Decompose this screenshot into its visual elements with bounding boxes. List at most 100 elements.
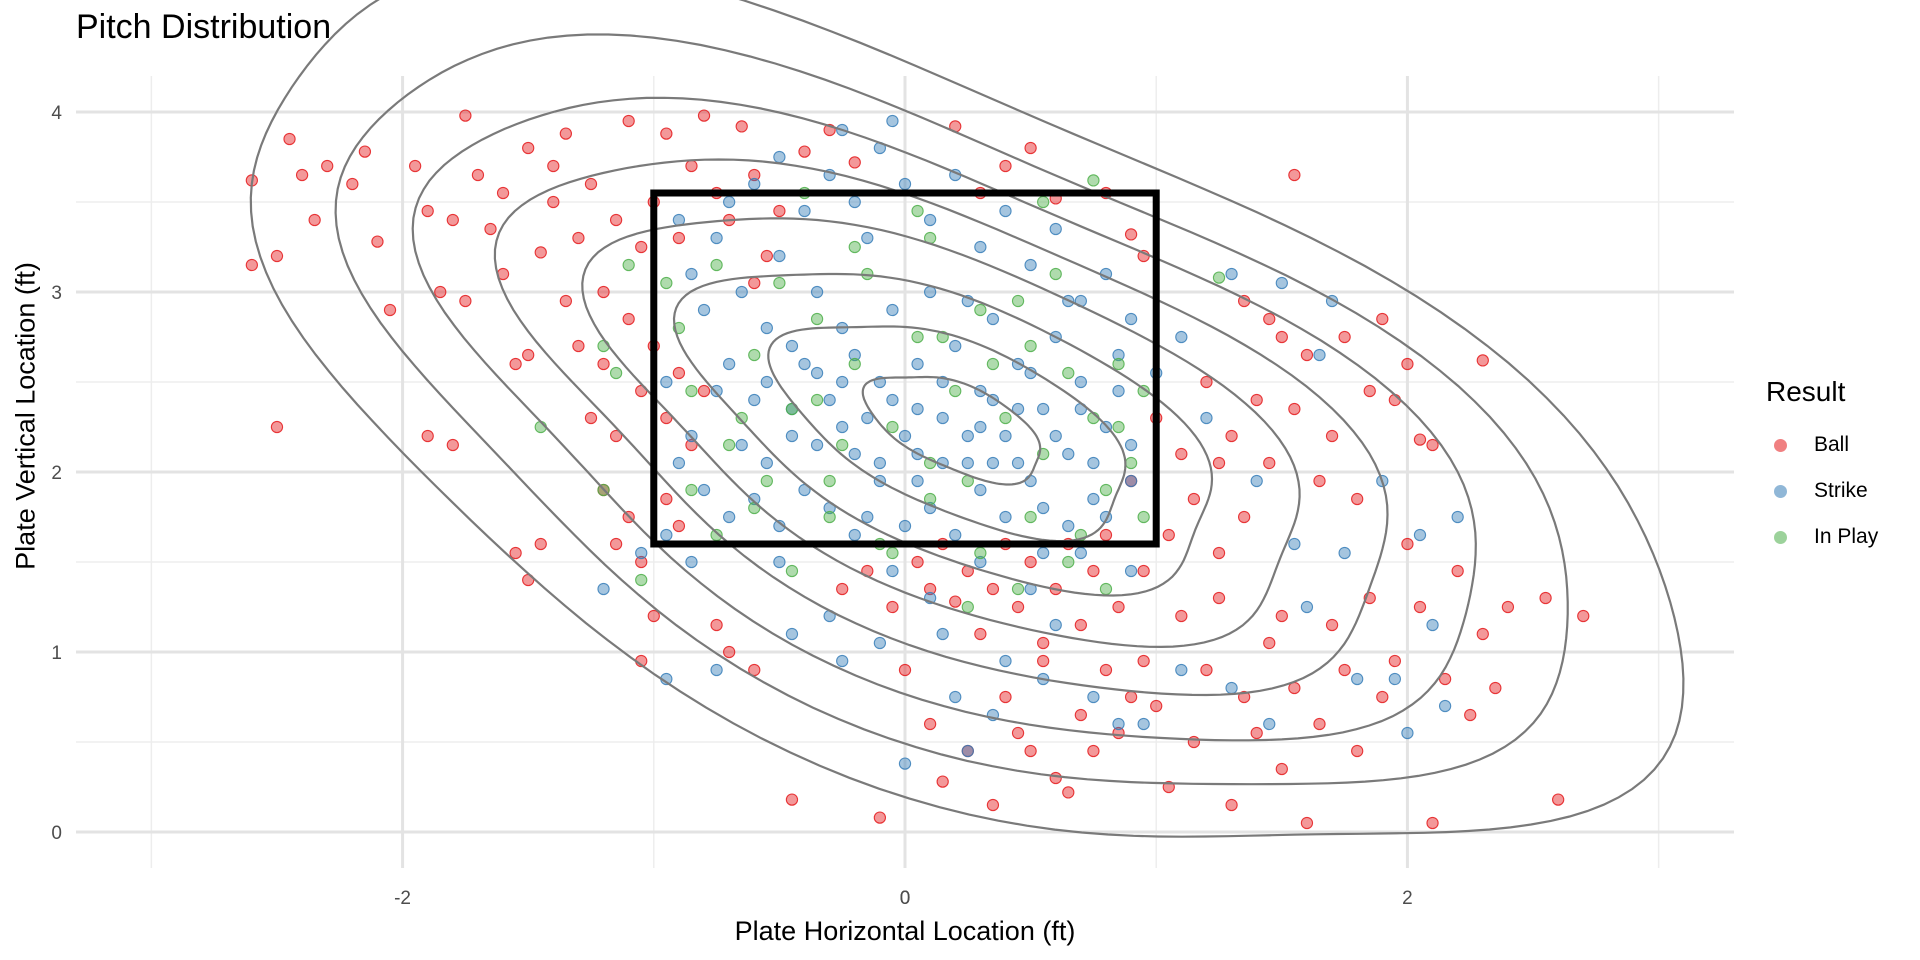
point-ball [1539,591,1552,605]
y-tick-label: 4 [51,103,62,124]
point-ball [446,213,459,227]
point-strike [1250,474,1263,488]
point-strike [923,285,937,299]
strike-zone-layer [650,189,1160,548]
point-strike [735,285,748,299]
point-ball [270,249,284,263]
point-strike [861,510,874,524]
point-in-play [999,411,1012,425]
point-ball [421,429,434,443]
point-strike [961,429,974,443]
point-in-play [810,393,824,407]
point-ball [622,312,635,326]
point-strike [1124,474,1138,488]
point-ball [1501,600,1515,614]
point-strike [1338,546,1351,560]
point-strike [974,420,987,434]
point-ball [647,609,660,623]
point-ball [1250,726,1263,740]
point-ball [270,420,284,434]
point-in-play [1037,195,1050,209]
point-ball [886,600,899,614]
point-in-play [785,564,799,578]
point-ball [1577,609,1590,623]
density-contour [411,96,1477,742]
point-strike [1175,663,1188,677]
point-ball [1200,663,1213,677]
point-strike [1049,222,1062,236]
point-ball [923,582,937,596]
point-ball [321,159,334,173]
point-in-play [1137,510,1150,524]
density-contour [334,33,1569,786]
point-in-play [1011,582,1025,596]
point-strike [1413,528,1427,542]
point-ball [723,645,736,659]
point-in-play [635,573,648,587]
point-ball [1225,429,1238,443]
point-ball [1011,600,1025,614]
point-strike [810,366,824,380]
point-strike [723,195,736,209]
point-strike [898,429,912,443]
legend-key-ball [1766,431,1794,459]
point-ball [672,519,686,533]
point-ball [1024,744,1037,758]
point-in-play [1112,357,1125,371]
point-strike [1087,690,1100,704]
point-strike [1112,717,1125,731]
point-ball [547,159,560,173]
legend-item-ball: Ball [1766,422,1878,468]
point-strike [723,357,736,371]
point-ball [685,159,698,173]
point-in-play [836,438,849,452]
point-ball [1124,690,1138,704]
point-strike [999,510,1012,524]
point-ball [1074,708,1087,722]
point-strike [936,411,949,425]
point-ball [697,109,711,122]
density-contour [767,325,1127,543]
point-ball [1187,492,1201,506]
point-strike [1388,672,1402,686]
point-ball [1124,228,1138,241]
point-strike [1288,537,1301,551]
point-strike [999,654,1012,668]
point-ball [748,168,761,182]
point-in-play [1124,456,1138,470]
point-ball [496,186,510,200]
point-strike [773,555,786,569]
point-ball [660,127,673,140]
point-in-play [823,474,836,488]
point-strike [974,555,987,569]
point-strike [1024,474,1037,488]
point-ball [1049,771,1062,785]
point-in-play [823,510,836,524]
point-strike [785,429,799,443]
point-ball [421,204,434,218]
density-contour [861,375,1042,486]
point-strike [949,690,962,704]
point-in-play [1137,384,1150,398]
legend-label-strike: Strike [1814,479,1868,502]
point-in-play [1011,294,1025,308]
point-ball [572,231,585,245]
point-ball [522,348,535,362]
legend-item-strike: Strike [1766,468,1878,514]
point-ball [1388,654,1402,668]
point-ball [1351,492,1364,506]
point-ball [1288,402,1301,416]
point-ball [1037,636,1050,650]
point-strike [1011,456,1025,470]
point-strike [710,231,723,245]
point-ball [308,213,321,227]
point-strike [1137,717,1150,731]
point-strike [660,375,673,389]
legend-label-ball: Ball [1814,433,1850,456]
point-in-play [1062,366,1075,380]
point-strike [1074,546,1087,560]
point-strike [1087,456,1100,470]
point-ball [660,411,673,425]
legend: Result Ball Strike In Play [1766,376,1878,560]
